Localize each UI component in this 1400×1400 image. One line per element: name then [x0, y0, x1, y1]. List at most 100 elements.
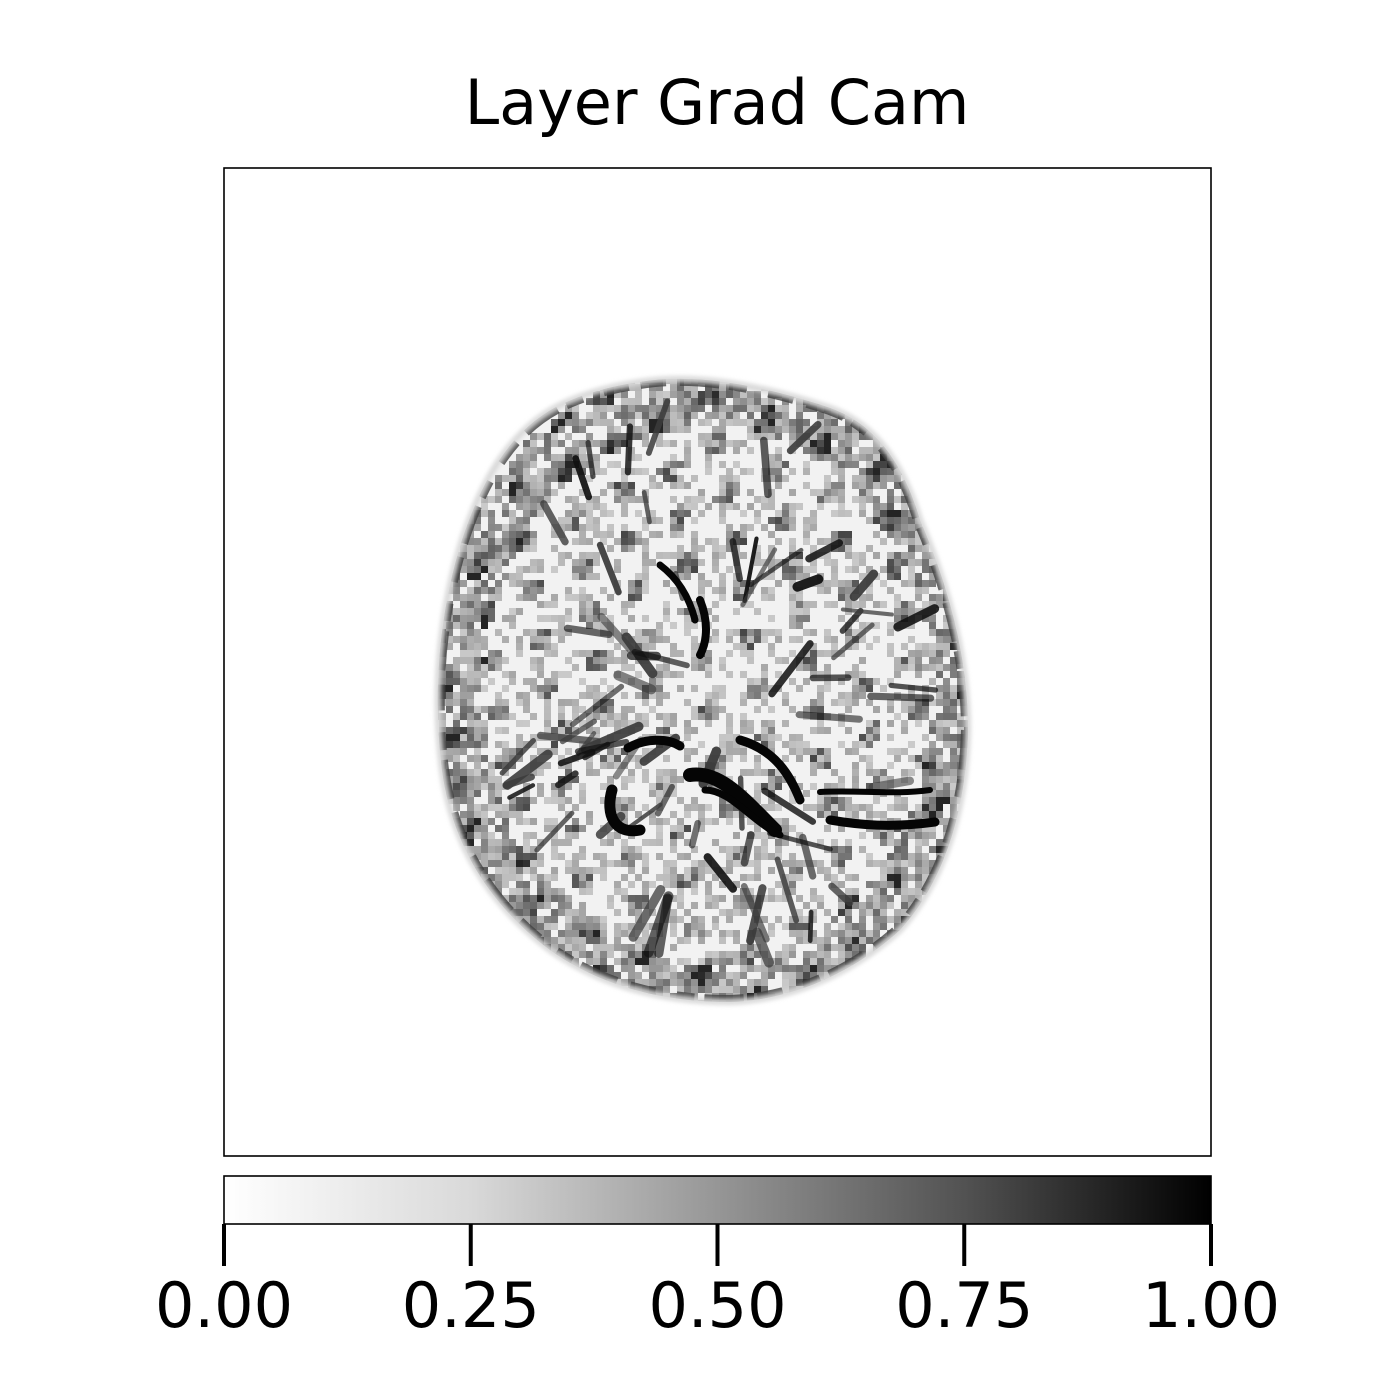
attribution-pixel: [586, 951, 593, 958]
attribution-pixel: [600, 965, 607, 972]
attribution-pixel: [600, 650, 607, 657]
attribution-pixel: [495, 524, 502, 531]
attribution-pixel: [509, 895, 516, 902]
sulcus-stroke: [807, 909, 814, 943]
attribution-pixel: [558, 797, 565, 804]
attribution-pixel: [817, 944, 824, 951]
attribution-pixel: [656, 636, 663, 643]
attribution-pixel: [544, 797, 551, 804]
attribution-pixel: [523, 629, 530, 636]
attribution-pixel: [600, 958, 607, 965]
attribution-pixel: [635, 433, 642, 440]
attribution-pixel: [810, 727, 817, 734]
attribution-pixel: [467, 678, 474, 685]
attribution-pixel: [635, 580, 642, 587]
attribution-pixel: [810, 755, 817, 762]
attribution-pixel: [936, 755, 943, 762]
attribution-pixel: [642, 853, 649, 860]
attribution-pixel: [677, 958, 684, 965]
attribution-pixel: [502, 657, 509, 664]
attribution-pixel: [789, 867, 796, 874]
attribution-pixel: [719, 391, 726, 398]
attribution-pixel: [670, 790, 677, 797]
attribution-pixel: [705, 657, 712, 664]
attribution-pixel: [635, 496, 642, 503]
attribution-pixel: [663, 958, 670, 965]
attribution-pixel: [929, 573, 936, 580]
attribution-pixel: [726, 860, 733, 867]
attribution-pixel: [845, 538, 852, 545]
attribution-pixel: [838, 615, 845, 622]
attribution-pixel: [838, 944, 845, 951]
attribution-pixel: [887, 573, 894, 580]
attribution-pixel: [474, 615, 481, 622]
attribution-pixel: [684, 461, 691, 468]
attribution-pixel: [761, 832, 768, 839]
attribution-pixel: [642, 566, 649, 573]
sulcus-stroke: [740, 831, 755, 867]
attribution-pixel: [908, 888, 915, 895]
attribution-pixel: [705, 671, 712, 678]
attribution-pixel: [523, 895, 530, 902]
attribution-pixel: [572, 699, 579, 706]
attribution-pixel: [677, 608, 684, 615]
attribution-pixel: [495, 762, 502, 769]
attribution-pixel: [642, 881, 649, 888]
attribution-pixel: [866, 489, 873, 496]
attribution-pixel: [768, 559, 775, 566]
attribution-pixel: [880, 832, 887, 839]
attribution-pixel: [705, 867, 712, 874]
attribution-pixel: [761, 664, 768, 671]
attribution-pixel: [831, 510, 838, 517]
attribution-pixel: [453, 797, 460, 804]
sulcus-stroke: [499, 737, 537, 776]
attribution-pixel: [579, 461, 586, 468]
attribution-pixel: [887, 468, 894, 475]
attribution-pixel: [880, 811, 887, 818]
attribution-pixel: [705, 713, 712, 720]
attribution-pixel: [509, 755, 516, 762]
attribution-pixel: [768, 433, 775, 440]
attribution-pixel: [789, 965, 796, 972]
attribution-pixel: [936, 797, 943, 804]
attribution-pixel: [894, 510, 901, 517]
attribution-pixel: [810, 629, 817, 636]
attribution-pixel: [649, 839, 656, 846]
attribution-pixel: [593, 657, 600, 664]
attribution-pixel: [530, 503, 537, 510]
attribution-pixel: [880, 776, 887, 783]
attribution-pixel: [719, 433, 726, 440]
attribution-pixel: [467, 601, 474, 608]
attribution-pixel: [607, 895, 614, 902]
attribution-pixel: [796, 965, 803, 972]
attribution-pixel: [719, 552, 726, 559]
attribution-pixel: [551, 601, 558, 608]
attribution-pixel: [684, 804, 691, 811]
attribution-pixel: [950, 783, 957, 790]
attribution-pixel: [551, 790, 558, 797]
attribution-pixel: [488, 594, 495, 601]
attribution-pixel: [460, 629, 467, 636]
attribution-pixel: [502, 552, 509, 559]
attribution-pixel: [628, 804, 635, 811]
attribution-pixel: [768, 454, 775, 461]
attribution-pixel: [600, 489, 607, 496]
attribution-pixel: [957, 769, 964, 776]
attribution-pixel: [796, 748, 803, 755]
attribution-pixel: [838, 958, 845, 965]
attribution-pixel: [782, 958, 789, 965]
attribution-pixel: [530, 629, 537, 636]
attribution-pixel: [922, 552, 929, 559]
attribution-pixel: [719, 895, 726, 902]
attribution-pixel: [642, 748, 649, 755]
attribution-pixel: [950, 811, 957, 818]
attribution-pixel: [544, 454, 551, 461]
attribution-pixel: [495, 650, 502, 657]
attribution-pixel: [768, 643, 775, 650]
attribution-pixel: [894, 881, 901, 888]
attribution-pixel: [565, 608, 572, 615]
attribution-pixel: [873, 482, 880, 489]
attribution-pixel: [621, 860, 628, 867]
attribution-pixel: [880, 468, 887, 475]
attribution-pixel: [621, 468, 628, 475]
